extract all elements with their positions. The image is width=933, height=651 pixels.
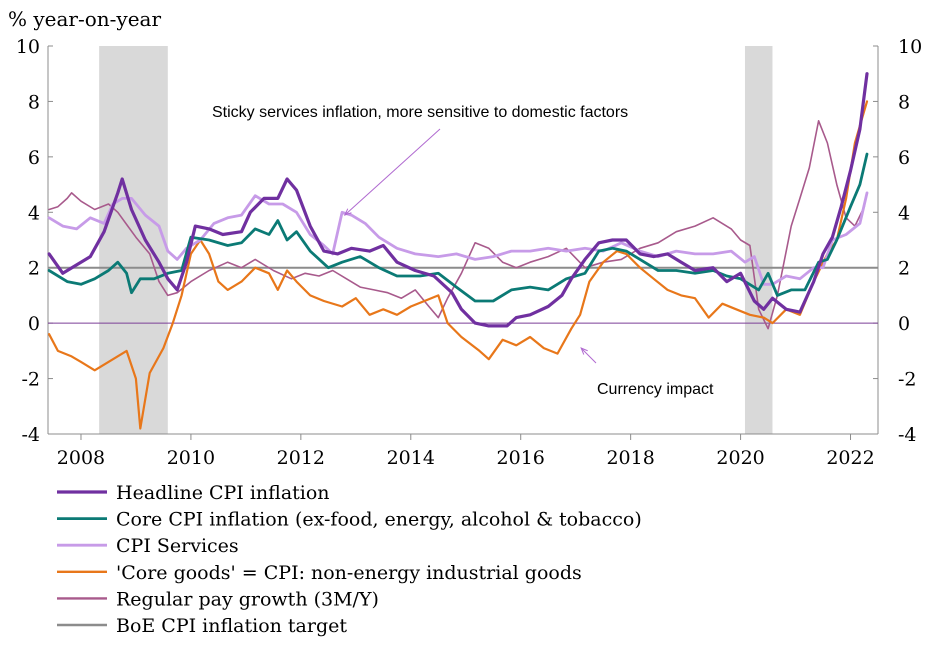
- y-tick-label-right: 4: [898, 202, 910, 224]
- y-tick-label-left: -2: [21, 369, 40, 391]
- y-tick-label-right: 6: [898, 147, 910, 169]
- annotation-arrowhead-2: [580, 347, 588, 355]
- x-tick-label: 2010: [167, 447, 215, 469]
- y-axis-label: % year-on-year: [8, 7, 161, 31]
- legend-label-4: 'Core goods' = CPI: non-energy industria…: [116, 562, 582, 584]
- legend-label-5: Regular pay growth (3M/Y): [116, 588, 379, 610]
- x-tick-label: 2022: [826, 447, 874, 469]
- annotation-text-1: Sticky services inflation, more sensitiv…: [212, 104, 628, 121]
- recession-band-2: [744, 46, 773, 434]
- annotation-arrow-1: [344, 128, 441, 216]
- series-line-1: [47, 72, 869, 328]
- y-tick-label-left: 10: [16, 36, 40, 58]
- x-tick-label: 2016: [497, 447, 545, 469]
- y-tick-label-right: 8: [898, 91, 910, 113]
- legend: Headline CPI inflation Core CPI inflation…: [57, 482, 642, 637]
- legend-label-6: BoE CPI inflation target: [116, 615, 347, 637]
- legend-label-1: Headline CPI inflation: [116, 482, 330, 504]
- legend-label-3: CPI Services: [116, 535, 239, 557]
- x-tick-label: 2018: [606, 447, 654, 469]
- y-tick-label-right: 2: [898, 258, 910, 280]
- series-line-4: [48, 100, 869, 430]
- y-tick-label-right: -4: [898, 424, 917, 446]
- series-line-2: [47, 152, 869, 303]
- recession-band-1: [99, 46, 168, 434]
- series-line-3: [47, 191, 869, 286]
- x-tick-label: 2014: [387, 447, 435, 469]
- y-tick-label-right: 10: [898, 36, 922, 58]
- annotations: Sticky services inflation, more sensitiv…: [212, 104, 714, 398]
- axes: -4 -4 -2 -2 0 0 2 2 4 4 6 6 8 8 10 10 2008 2010 2012 2014 20…: [16, 36, 922, 469]
- y-tick-label-left: 6: [28, 147, 40, 169]
- annotation-arrowhead-1: [343, 208, 352, 216]
- annotation-text-2: Currency impact: [597, 381, 714, 398]
- x-tick-label: 2012: [277, 447, 325, 469]
- y-tick-label-left: 4: [28, 202, 40, 224]
- series-lines: [47, 72, 869, 430]
- x-tick-label: 2008: [57, 447, 105, 469]
- y-tick-label-left: 8: [28, 91, 40, 113]
- y-tick-label-left: -4: [21, 424, 40, 446]
- series-line-5: [48, 120, 866, 330]
- x-tick-label: 2020: [716, 447, 764, 469]
- y-tick-label-left: 2: [28, 258, 40, 280]
- y-tick-label-right: -2: [898, 369, 917, 391]
- annotation-arrow-2: [580, 347, 597, 364]
- legend-label-2: Core CPI inflation (ex-food, energy, alc…: [116, 509, 642, 531]
- y-tick-label-right: 0: [898, 313, 910, 335]
- y-tick-label-left: 0: [28, 313, 40, 335]
